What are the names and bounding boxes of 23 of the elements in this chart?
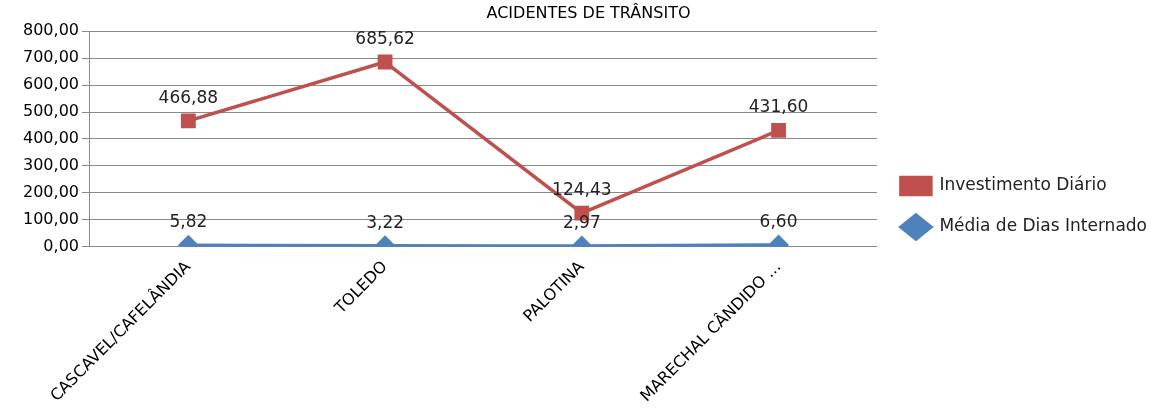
y-tick-label: 700,00 xyxy=(23,47,79,67)
y-tick-label: 800,00 xyxy=(23,20,79,40)
y-tick-label: 0,00 xyxy=(43,235,79,255)
point xyxy=(771,123,786,138)
data-label: 466,88 xyxy=(158,86,219,107)
legend-label: Investimento Diário xyxy=(939,174,1107,195)
data-label: 431,60 xyxy=(748,96,809,117)
y-tick-label: 600,00 xyxy=(23,74,79,94)
legend-label: Média de Dias Internado xyxy=(939,215,1148,236)
data-label: 2,97 xyxy=(562,211,601,232)
chart-title: ACIDENTES DE TRÂNSITO xyxy=(486,2,691,22)
data-label: 124,43 xyxy=(552,179,612,200)
point xyxy=(377,54,393,70)
y-tick-label: 100,00 xyxy=(23,208,79,228)
data-label: 3,22 xyxy=(366,211,405,232)
data-label: 6,60 xyxy=(759,210,798,231)
data-label: 5,82 xyxy=(169,211,208,232)
point xyxy=(180,113,196,129)
y-tick-label: 300,00 xyxy=(23,155,79,175)
y-tick-label: 500,00 xyxy=(23,101,79,121)
data-label: 685,62 xyxy=(355,27,415,48)
y-tick-label: 400,00 xyxy=(23,128,79,148)
y-tick-label: 200,00 xyxy=(23,181,79,201)
